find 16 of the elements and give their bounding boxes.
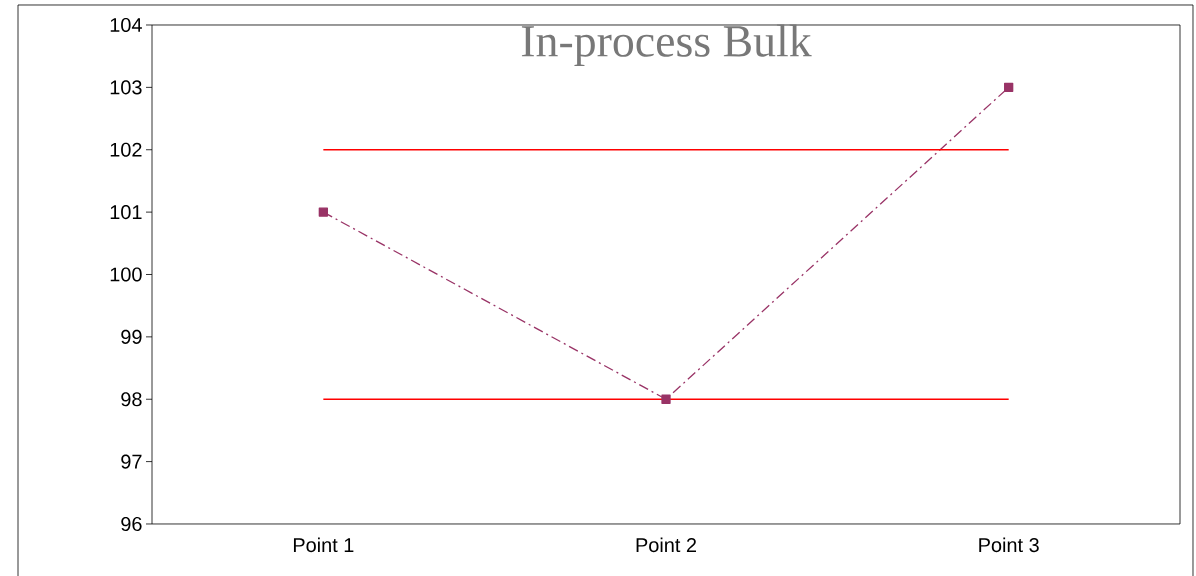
x-tick-label: Point 1 (293, 537, 354, 553)
y-tick-label: 103 (110, 80, 142, 95)
x-tick-label: Point 2 (636, 537, 696, 553)
y-tick-label: 100 (110, 267, 142, 282)
y-tick-label: 104 (110, 17, 142, 33)
y-tick-label: 98 (121, 392, 142, 407)
y-tick-label: 99 (121, 329, 142, 344)
y-tick-label: 96 (121, 516, 142, 532)
y-tick-label: 97 (121, 454, 142, 469)
point (661, 394, 671, 404)
x-tick-label: Point 3 (979, 537, 1039, 553)
point (318, 207, 328, 217)
y-tick-label: 101 (110, 205, 142, 220)
point (1004, 82, 1014, 93)
chart-title: In-process Bulk (521, 24, 812, 67)
y-tick-label: 102 (110, 142, 142, 157)
